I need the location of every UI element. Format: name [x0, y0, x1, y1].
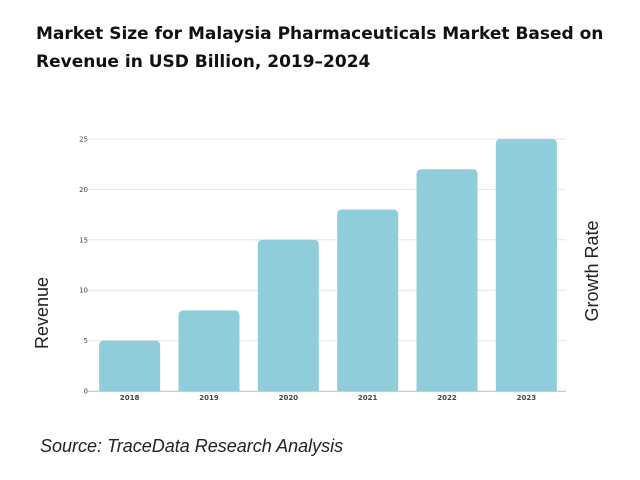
y-tick-label: 5	[84, 337, 88, 345]
y-axis-label: Revenue	[32, 277, 52, 349]
x-tick-label: 2020	[279, 394, 299, 402]
y-tick-label: 20	[79, 186, 88, 194]
bar-2018	[99, 340, 161, 391]
bar-2019	[178, 310, 240, 391]
x-axis-ticks: 2018 2019 2020 2021 2022 2023	[120, 394, 536, 402]
y-tick-label: 25	[79, 136, 88, 144]
x-tick-label: 2022	[437, 394, 457, 402]
x-tick-label: 2023	[517, 394, 537, 402]
bar-2021	[337, 209, 399, 391]
y-tick-label: 0	[84, 388, 88, 396]
bar-2022	[416, 169, 478, 391]
x-tick-label: 2018	[120, 394, 140, 402]
x-tick-label: 2021	[358, 394, 378, 402]
secondary-y-axis-label: Growth Rate	[582, 220, 602, 321]
bar-2023	[495, 139, 557, 391]
y-tick-label: 10	[79, 287, 88, 295]
bars	[99, 139, 557, 391]
y-tick-label: 15	[79, 236, 88, 244]
x-tick-label: 2019	[199, 394, 219, 402]
y-axis-ticks: 0 5 10 15 20 25	[79, 136, 88, 396]
source-note: Source: TraceData Research Analysis	[40, 436, 344, 456]
chart-title: Market Size for Malaysia Pharmaceuticals…	[36, 24, 604, 72]
bar-2020	[257, 239, 319, 391]
